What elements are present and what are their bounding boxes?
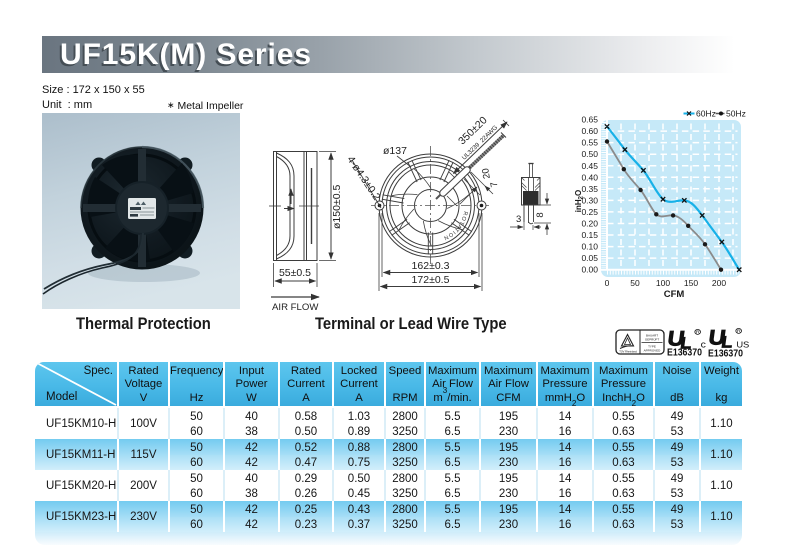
svg-text:0.50: 0.50 [581,149,598,159]
svg-text:50Hz: 50Hz [726,109,746,119]
svg-text:162±0.3: 162±0.3 [412,260,450,272]
svg-text:100: 100 [656,278,670,288]
svg-text:L: L [679,333,693,352]
svg-text:0.30: 0.30 [581,195,598,205]
svg-text:0.10: 0.10 [581,242,598,252]
svg-text:0.05: 0.05 [581,253,598,263]
svg-text:60Hz: 60Hz [696,109,716,119]
svg-text:50: 50 [630,278,640,288]
svg-text:L: L [720,332,734,351]
svg-text:CFM: CFM [664,289,685,300]
svg-text:0.35: 0.35 [581,184,598,194]
svg-text:E136370: E136370 [708,348,743,360]
svg-text:R: R [737,329,741,335]
svg-text:R: R [696,330,700,336]
svg-text:E136370: E136370 [667,347,702,359]
svg-text:US: US [736,340,749,349]
svg-text:0.15: 0.15 [581,230,598,240]
svg-text:0.00: 0.00 [581,265,598,275]
svg-text:0.25: 0.25 [581,207,598,217]
svg-text:0: 0 [605,278,610,288]
svg-text:AIR FLOW: AIR FLOW [272,302,319,313]
svg-text:8: 8 [535,212,546,217]
svg-text:TÜV Rheinland: TÜV Rheinland [619,350,637,354]
svg-text:200: 200 [712,278,726,288]
svg-text:150: 150 [684,278,698,288]
svg-text:APPROVED: APPROVED [644,349,662,353]
svg-text:TYPE: TYPE [648,345,656,349]
svg-text:BAUART: BAUART [646,334,658,338]
svg-text:0.40: 0.40 [581,172,598,182]
svg-text:U: U [707,325,727,349]
svg-text:ø150±0.5: ø150±0.5 [331,185,343,229]
svg-text:GEPRÜFT: GEPRÜFT [645,338,660,342]
svg-text:7: 7 [489,181,501,188]
svg-text:0.60: 0.60 [581,126,598,136]
svg-text:0.45: 0.45 [581,161,598,171]
svg-text:U: U [666,326,686,350]
svg-text:0.65: 0.65 [581,115,598,125]
svg-text:inH2O: inH2O [574,190,585,212]
svg-text:0.55: 0.55 [581,138,598,148]
svg-text:ø137: ø137 [383,145,407,157]
svg-text:3: 3 [516,214,521,225]
svg-text:172±0.5: 172±0.5 [412,274,450,286]
svg-text:c: c [701,340,706,350]
svg-text:20: 20 [480,167,493,179]
svg-text:0.20: 0.20 [581,219,598,229]
svg-text:55±0.5: 55±0.5 [279,267,311,279]
